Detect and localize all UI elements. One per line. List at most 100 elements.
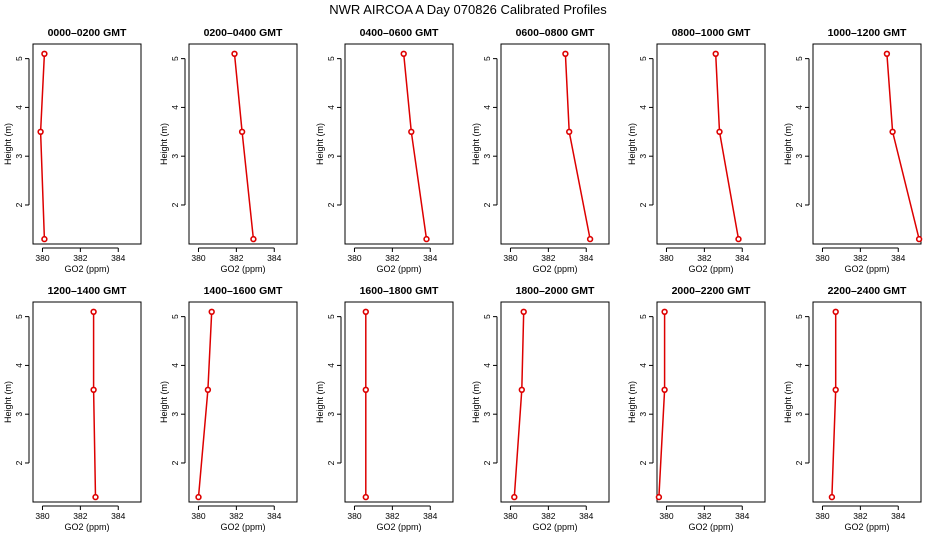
- y-tick-label: 4: [794, 105, 804, 110]
- y-tick-label: 2: [326, 460, 336, 465]
- plot-frame: [32, 301, 142, 503]
- data-point: [37, 128, 44, 136]
- y-axis-label: Height (m): [627, 381, 637, 423]
- y-axis-label: Height (m): [315, 123, 325, 165]
- x-axis-label: GO2 (ppm): [64, 522, 109, 532]
- x-tick-label: 382: [385, 253, 399, 263]
- x-tick-label: 380: [503, 253, 517, 263]
- data-point: [41, 50, 48, 57]
- y-tick-label: 5: [794, 314, 804, 319]
- x-tick-label: 382: [541, 253, 555, 263]
- data-point: [883, 50, 891, 57]
- panel-title: 0200–0400 GMT: [204, 27, 283, 39]
- x-tick-label: 380: [815, 511, 829, 521]
- y-tick-label: 2: [170, 202, 180, 207]
- x-axis-label: GO2 (ppm): [844, 522, 889, 532]
- data-point: [250, 235, 257, 243]
- y-tick-label: 4: [14, 363, 24, 368]
- x-tick-label: 380: [659, 253, 673, 263]
- panel-title: 0400–0600 GMT: [360, 27, 439, 39]
- data-point: [408, 128, 415, 136]
- y-tick-label: 3: [482, 154, 492, 159]
- x-tick-label: 380: [191, 511, 205, 521]
- data-point: [41, 235, 48, 243]
- data-point: [889, 128, 896, 136]
- plot-frame: [812, 43, 922, 245]
- data-point: [735, 235, 742, 243]
- data-point: [400, 50, 407, 57]
- data-point: [362, 308, 369, 315]
- y-tick-label: 4: [14, 105, 24, 110]
- x-tick-label: 382: [73, 253, 87, 263]
- panel-title: 1800–2000 GMT: [516, 285, 595, 297]
- y-axis-label: Height (m): [315, 381, 325, 423]
- y-tick-label: 2: [170, 460, 180, 465]
- data-point: [562, 50, 569, 57]
- x-tick-label: 384: [267, 253, 281, 263]
- x-tick-label: 380: [503, 511, 517, 521]
- y-tick-label: 4: [638, 363, 648, 368]
- panel-title: 1600–1800 GMT: [360, 285, 439, 297]
- y-tick-label: 4: [170, 105, 180, 110]
- series-line: [564, 53, 591, 240]
- data-point: [362, 386, 369, 393]
- y-tick-label: 5: [794, 56, 804, 61]
- data-point: [362, 493, 369, 501]
- x-tick-label: 384: [267, 511, 281, 521]
- panel-title: 1200–1400 GMT: [48, 285, 127, 297]
- y-axis-label: Height (m): [3, 123, 13, 165]
- x-tick-label: 382: [697, 511, 711, 521]
- x-tick-label: 382: [697, 253, 711, 263]
- panel-title: 1000–1200 GMT: [828, 27, 907, 39]
- y-axis-label: Height (m): [471, 123, 481, 165]
- y-tick-label: 3: [794, 412, 804, 417]
- y-tick-label: 2: [14, 460, 24, 465]
- plot-frame: [344, 301, 454, 503]
- x-tick-label: 380: [347, 511, 361, 521]
- x-axis-label: GO2 (ppm): [376, 522, 421, 532]
- data-point: [511, 493, 518, 501]
- panel-title: 0000–0200 GMT: [48, 27, 127, 39]
- plot-frame: [188, 301, 298, 503]
- y-tick-label: 3: [638, 154, 648, 159]
- plot-frame: [188, 43, 298, 245]
- y-tick-label: 2: [482, 460, 492, 465]
- x-axis-label: GO2 (ppm): [220, 264, 265, 274]
- y-axis-label: Height (m): [783, 381, 793, 423]
- y-tick-label: 3: [326, 412, 336, 417]
- data-point: [712, 50, 719, 57]
- y-tick-label: 5: [638, 314, 648, 319]
- plot-frame: [32, 43, 142, 245]
- plot-frame: [656, 301, 766, 503]
- x-axis-label: GO2 (ppm): [688, 264, 733, 274]
- x-axis-label: GO2 (ppm): [688, 522, 733, 532]
- series-line: [658, 311, 666, 498]
- x-tick-label: 384: [891, 253, 905, 263]
- y-tick-label: 2: [14, 202, 24, 207]
- y-axis-label: Height (m): [159, 381, 169, 423]
- x-tick-label: 384: [111, 511, 125, 521]
- data-point: [204, 386, 212, 393]
- plot-frame: [812, 301, 922, 503]
- x-tick-label: 382: [385, 511, 399, 521]
- series-line: [513, 311, 525, 498]
- data-point: [90, 386, 97, 393]
- data-point: [423, 235, 430, 243]
- data-point: [661, 308, 668, 315]
- y-axis-label: Height (m): [627, 123, 637, 165]
- data-point: [565, 128, 573, 136]
- plot-frame: [500, 301, 610, 503]
- x-tick-label: 384: [579, 511, 593, 521]
- x-tick-label: 384: [111, 253, 125, 263]
- y-tick-label: 4: [170, 363, 180, 368]
- series-line: [197, 311, 213, 498]
- data-point: [586, 235, 594, 243]
- y-tick-label: 3: [326, 154, 336, 159]
